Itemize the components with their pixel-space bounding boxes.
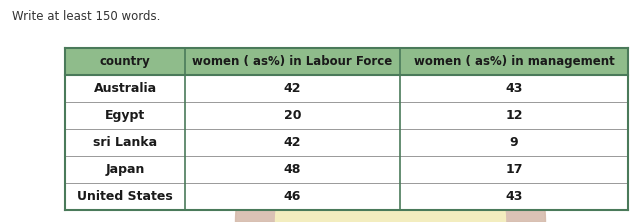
Bar (65, 102, 628, 129)
Text: 9: 9 (509, 136, 518, 149)
Bar (65, 156, 628, 183)
Text: 42: 42 (284, 82, 301, 95)
Text: 43: 43 (506, 190, 523, 203)
Text: sri Lanka: sri Lanka (93, 136, 157, 149)
Text: Australia: Australia (93, 82, 157, 95)
Text: 20: 20 (284, 109, 301, 122)
Text: 48: 48 (284, 163, 301, 176)
Text: Write at least 150 words.: Write at least 150 words. (12, 10, 161, 23)
Text: 46: 46 (284, 190, 301, 203)
Text: country: country (100, 55, 150, 68)
Bar (65, 183, 628, 210)
Bar (65, 48, 628, 75)
Bar (65, 129, 628, 156)
Text: women ( as%) in management: women ( as%) in management (413, 55, 614, 68)
Text: 17: 17 (505, 163, 523, 176)
Text: Egypt: Egypt (105, 109, 145, 122)
Bar (65, 75, 628, 102)
Text: 12: 12 (505, 109, 523, 122)
Text: United States: United States (77, 190, 173, 203)
Text: 43: 43 (506, 82, 523, 95)
Text: Japan: Japan (106, 163, 145, 176)
Text: women ( as%) in Labour Force: women ( as%) in Labour Force (193, 55, 392, 68)
Text: 42: 42 (284, 136, 301, 149)
